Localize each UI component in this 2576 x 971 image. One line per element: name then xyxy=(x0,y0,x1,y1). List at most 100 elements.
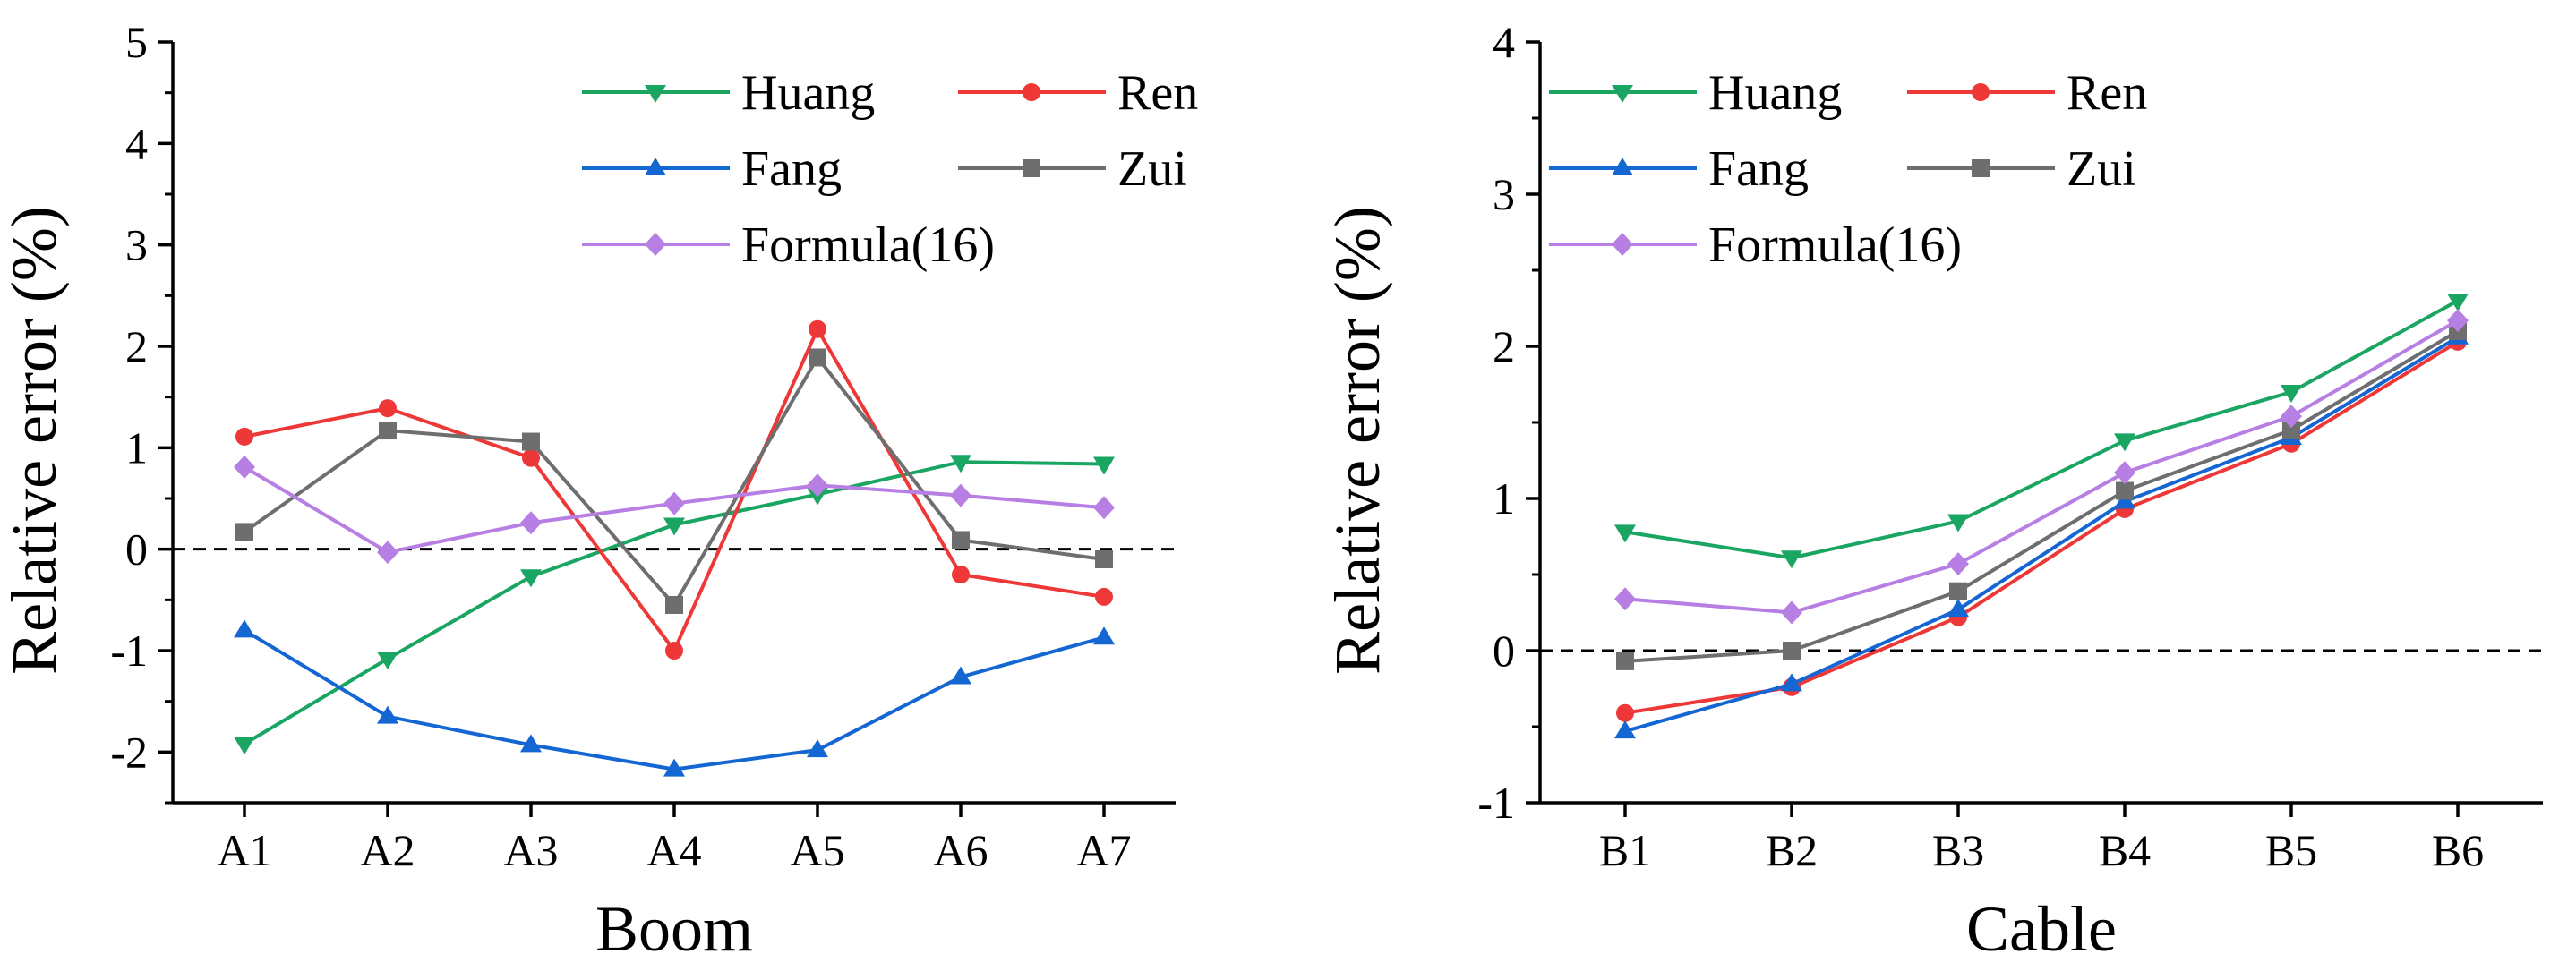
data-point-formula16 xyxy=(1781,600,1802,625)
data-point-fang xyxy=(1093,626,1115,645)
x-tick-label: B1 xyxy=(1599,825,1651,875)
data-point-zui xyxy=(379,422,397,440)
data-point-formula16 xyxy=(2114,461,2135,485)
data-point-zui xyxy=(2282,421,2300,439)
y-tick-label: -2 xyxy=(110,727,148,777)
data-point-ren xyxy=(1095,587,1113,606)
x-axis-title: Cable xyxy=(1966,893,2117,965)
y-tick-label: 2 xyxy=(125,321,148,371)
data-point-zui xyxy=(809,348,826,367)
data-point-formula16 xyxy=(1614,587,1636,611)
data-point-fang xyxy=(1781,673,1802,692)
data-point-huang xyxy=(2114,433,2135,452)
x-tick-label: A1 xyxy=(217,825,271,875)
legend-marker-fang xyxy=(645,158,666,175)
legend-label-ren: Ren xyxy=(1117,65,1198,121)
x-tick-label: A3 xyxy=(503,825,558,875)
data-point-huang xyxy=(1947,514,1969,532)
y-tick-label: 1 xyxy=(1493,473,1515,524)
y-tick-label: -1 xyxy=(1477,778,1515,828)
legend-label-zui: Zui xyxy=(1117,141,1187,197)
legend-label-fang: Fang xyxy=(741,141,842,197)
y-axis-title: Relative error (%) xyxy=(1322,206,1393,675)
data-point-fang xyxy=(1614,720,1636,739)
data-point-huang xyxy=(663,517,685,536)
x-tick-label: B5 xyxy=(2265,825,2317,875)
data-point-ren xyxy=(235,427,253,446)
data-point-formula16 xyxy=(520,511,542,535)
data-point-zui xyxy=(1949,582,1967,600)
legend-label-zui: Zui xyxy=(2067,141,2136,197)
data-point-ren xyxy=(379,399,397,418)
data-point-zui xyxy=(1095,550,1113,568)
data-point-ren xyxy=(1616,703,1634,722)
y-tick-label: 2 xyxy=(1493,321,1515,371)
data-point-huang xyxy=(1614,524,1636,543)
x-tick-label: A7 xyxy=(1076,825,1131,875)
data-point-fang xyxy=(234,619,255,638)
legend-label-huang: Huang xyxy=(741,65,875,121)
x-tick-label: A6 xyxy=(933,825,988,875)
data-point-zui xyxy=(1616,652,1634,670)
data-point-fang xyxy=(807,739,828,758)
data-point-formula16 xyxy=(377,541,398,565)
series-line-formula16 xyxy=(1624,319,2459,615)
legend-marker-ren xyxy=(1972,83,1990,101)
y-tick-label: 5 xyxy=(125,17,148,67)
legend-label-ren: Ren xyxy=(2067,65,2147,121)
data-point-huang xyxy=(2447,294,2469,311)
y-tick-label: 0 xyxy=(125,524,148,575)
x-tick-label: A4 xyxy=(646,825,701,875)
legend-marker-huang xyxy=(1612,85,1633,103)
data-point-formula16 xyxy=(807,473,828,498)
data-point-huang xyxy=(2281,385,2302,403)
legend-label-formula16: Formula(16) xyxy=(741,217,995,273)
data-point-zui xyxy=(2116,481,2134,500)
legend-marker-zui xyxy=(1972,159,1990,177)
data-point-zui xyxy=(665,596,683,614)
y-tick-label: 3 xyxy=(1493,169,1515,219)
data-point-huang xyxy=(1781,550,1802,569)
legend-marker-ren xyxy=(1023,83,1040,101)
data-point-huang xyxy=(520,569,542,588)
y-tick-label: 3 xyxy=(125,220,148,270)
data-point-fang xyxy=(950,666,971,685)
y-axis-title: Relative error (%) xyxy=(0,206,70,675)
legend-marker-zui xyxy=(1023,159,1040,177)
data-point-formula16 xyxy=(663,491,685,515)
legend-marker-huang xyxy=(645,85,666,103)
y-tick-label: 4 xyxy=(1493,17,1515,67)
data-point-fang xyxy=(1947,599,1969,618)
data-point-huang xyxy=(1093,456,1115,475)
legend-marker-fang xyxy=(1612,158,1633,175)
data-point-zui xyxy=(522,432,540,451)
x-tick-label: B4 xyxy=(2099,825,2151,875)
x-axis-title: Boom xyxy=(595,893,753,965)
data-point-huang xyxy=(377,652,398,670)
data-point-huang xyxy=(234,737,255,755)
data-point-zui xyxy=(1783,642,1801,660)
x-tick-label: B6 xyxy=(2432,825,2484,875)
legend-marker-formula16 xyxy=(645,233,666,256)
x-tick-label: A2 xyxy=(360,825,415,875)
x-tick-label: B3 xyxy=(1932,825,1984,875)
data-point-ren xyxy=(952,566,970,583)
series-line-zui xyxy=(243,353,1105,609)
x-tick-label: B2 xyxy=(1766,825,1818,875)
data-point-fang xyxy=(663,758,685,777)
data-point-ren xyxy=(522,448,540,467)
cable-chart-panel: -1 0 1 2 3 4 B1 B2 B3 B4 B5 B6 Relative error (%) Cab… xyxy=(1322,17,2543,965)
y-tick-label: 4 xyxy=(125,118,148,168)
data-point-zui xyxy=(952,531,970,549)
series-line-ren xyxy=(1624,340,2460,715)
y-tick-label: 1 xyxy=(125,422,148,473)
data-point-zui xyxy=(235,523,253,541)
data-point-formula16 xyxy=(1947,552,1969,576)
data-point-formula16 xyxy=(950,483,971,507)
data-point-formula16 xyxy=(2281,405,2302,429)
y-tick-label: 0 xyxy=(1493,626,1515,676)
series-line-fang xyxy=(1624,336,2460,734)
legend-label-formula16: Formula(16) xyxy=(1708,217,1962,273)
legend-marker-formula16 xyxy=(1612,233,1633,256)
